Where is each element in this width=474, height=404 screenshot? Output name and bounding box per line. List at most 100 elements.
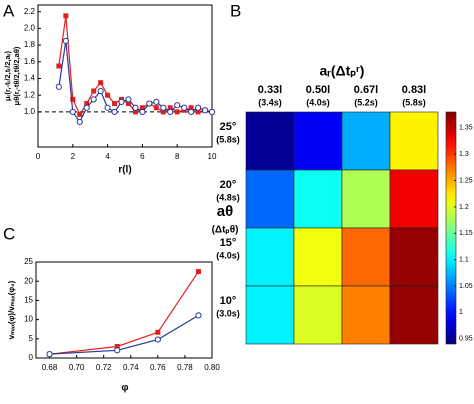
marker [77, 111, 83, 117]
marker [195, 109, 201, 115]
heat-cell [245, 227, 295, 287]
marker [160, 109, 166, 115]
y-tick-label: 1.8 [24, 40, 36, 49]
x-axis-label: r(l) [118, 165, 131, 176]
marker [208, 108, 216, 116]
colorbar-tick-label: 1.25 [459, 177, 473, 184]
x-tick-label: 2 [71, 152, 76, 161]
y-tick-label: 1.4 [24, 74, 36, 83]
x-axis-label: φ [121, 383, 128, 394]
heat-cell [293, 169, 343, 229]
colorbar-tick-label: 1 [459, 309, 463, 316]
heat-cell [245, 111, 295, 171]
colorbar-tick-label: 1.1 [459, 256, 469, 263]
heat-cell [341, 111, 391, 171]
colorbar-tick-label: 1.15 [459, 230, 473, 237]
plot-frame [37, 4, 213, 148]
series-line [49, 314, 199, 355]
series-label: μᵣ(r,-tᵣ/2,tᵣ/2,aᵣ) [3, 50, 12, 101]
marker [188, 105, 194, 111]
y-tick-label: 5 [29, 334, 34, 343]
y-tick-label: 1.0 [24, 107, 36, 116]
column-label: 0.50l [306, 84, 330, 96]
column-label: 0.33l [258, 84, 282, 96]
x-tick-label: 0.70 [69, 363, 85, 372]
x-tick-label: 10 [208, 152, 217, 161]
marker [167, 108, 174, 116]
marker [154, 336, 161, 343]
marker [125, 101, 131, 107]
heat-cell [245, 285, 295, 345]
marker [55, 83, 62, 90]
marker [132, 104, 139, 111]
marker [195, 312, 202, 319]
plot-frame [35, 261, 213, 359]
x-axis-label: aᵣ(Δtₚʳ) [320, 63, 365, 79]
marker [195, 269, 201, 275]
marker [194, 104, 202, 111]
panel-letter: A [3, 1, 15, 20]
marker [174, 109, 180, 115]
heat-cell [341, 227, 391, 287]
marker [91, 88, 97, 94]
x-tick-label: 0.76 [150, 363, 166, 372]
y-tick-label: 2.2 [24, 7, 36, 16]
panel-letter: C [3, 224, 15, 243]
marker [46, 351, 53, 358]
y-tick-label: 10 [24, 315, 33, 324]
heat-cell [341, 169, 391, 229]
marker [83, 104, 90, 111]
marker [63, 13, 69, 19]
row-label: 20° [220, 179, 237, 191]
marker [56, 63, 62, 69]
heat-cell [245, 169, 295, 229]
marker [153, 105, 159, 111]
x-tick-label: 6 [140, 152, 145, 161]
column-sublabel: (5.8s) [402, 97, 426, 107]
y-tick-label: 25 [24, 257, 33, 266]
colorbar-tick-label: 1.35 [459, 125, 473, 132]
colorbar [445, 111, 457, 345]
y-tick-label: 2.0 [24, 23, 36, 32]
marker [139, 108, 146, 116]
marker [160, 104, 167, 111]
row-label: 15° [220, 237, 237, 249]
heat-cell [389, 227, 439, 287]
marker [155, 329, 161, 335]
heat-cell [293, 285, 343, 345]
panel-letter: B [230, 1, 241, 20]
series-line [49, 271, 199, 355]
row-sublabel: (4.8s) [216, 192, 240, 202]
x-tick-label: 0.80 [204, 363, 220, 372]
column-label: 0.67l [354, 84, 378, 96]
y-axis-label: (Δtₚθ) [212, 225, 239, 236]
colorbar-tick-label: 0.95 [459, 336, 473, 343]
x-tick-label: 8 [175, 152, 180, 161]
column-sublabel: (5.2s) [354, 97, 378, 107]
heat-cell [389, 111, 439, 171]
x-tick-label: 0.68 [42, 363, 58, 372]
x-tick-label: 0 [36, 152, 41, 161]
y-axis-label: vₘₐₓ(φ)/vₘₐₓ(φ₀) [7, 280, 16, 339]
row-sublabel: (5.8s) [216, 134, 240, 144]
marker [112, 101, 118, 107]
marker [118, 98, 125, 105]
heat-cell [341, 285, 391, 345]
column-sublabel: (4.0s) [306, 97, 330, 107]
marker [139, 105, 145, 111]
marker [84, 101, 90, 107]
row-sublabel: (4.0s) [216, 250, 240, 260]
colorbar-tick-label: 1.2 [459, 204, 469, 211]
heat-cell [293, 227, 343, 287]
row-label: 10° [220, 295, 237, 307]
colorbar-tick-label: 1.05 [459, 283, 473, 290]
marker [125, 96, 132, 103]
marker [98, 80, 104, 86]
marker [132, 109, 138, 115]
marker [105, 92, 111, 98]
marker [97, 87, 104, 95]
marker [188, 108, 195, 116]
colorbar-tick-label: 1.3 [459, 151, 469, 158]
y-tick-label: 0 [29, 353, 34, 362]
